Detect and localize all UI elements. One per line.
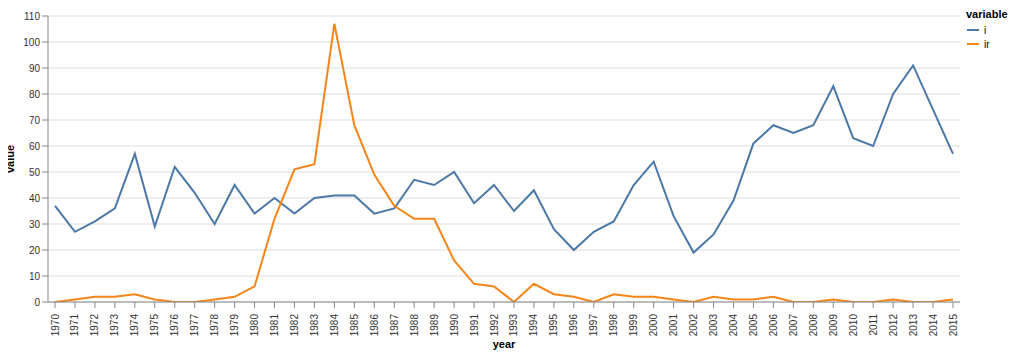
svg-text:2009: 2009 [828, 314, 839, 337]
svg-text:60: 60 [29, 141, 41, 152]
svg-text:10: 10 [29, 271, 41, 282]
svg-text:30: 30 [29, 219, 41, 230]
svg-text:2001: 2001 [668, 314, 679, 337]
svg-text:2003: 2003 [708, 314, 719, 337]
svg-text:90: 90 [29, 63, 41, 74]
svg-text:1972: 1972 [89, 314, 100, 337]
svg-text:2008: 2008 [808, 314, 819, 337]
svg-text:1997: 1997 [588, 314, 599, 337]
svg-text:2007: 2007 [788, 314, 799, 337]
svg-text:1979: 1979 [229, 314, 240, 337]
svg-text:1988: 1988 [409, 314, 420, 337]
svg-text:50: 50 [29, 167, 41, 178]
svg-text:2006: 2006 [768, 314, 779, 337]
svg-text:2005: 2005 [748, 314, 759, 337]
svg-text:1989: 1989 [429, 314, 440, 337]
svg-text:2012: 2012 [888, 314, 899, 337]
svg-text:1973: 1973 [109, 314, 120, 337]
svg-text:100: 100 [23, 37, 40, 48]
svg-text:1999: 1999 [628, 314, 639, 337]
svg-text:1980: 1980 [249, 314, 260, 337]
svg-text:2014: 2014 [928, 314, 939, 337]
svg-text:0: 0 [34, 297, 40, 308]
html-text:variable: variable [966, 8, 1008, 20]
svg-text:1975: 1975 [149, 314, 160, 337]
svg-text:2000: 2000 [648, 314, 659, 337]
svg-text:1991: 1991 [469, 314, 480, 337]
svg-text:1990: 1990 [449, 314, 460, 337]
svg-text:1998: 1998 [608, 314, 619, 337]
svg-text:1974: 1974 [129, 314, 140, 337]
svg-text:1986: 1986 [369, 314, 380, 337]
html-text:ir: ir [984, 38, 990, 50]
svg-text:1994: 1994 [528, 314, 539, 337]
svg-text:1984: 1984 [329, 314, 340, 337]
svg-text:1992: 1992 [489, 314, 500, 337]
svg-text:1978: 1978 [209, 314, 220, 337]
svg-text:1996: 1996 [568, 314, 579, 337]
svg-text:2002: 2002 [688, 314, 699, 337]
svg-text:1987: 1987 [389, 314, 400, 337]
svg-text:2011: 2011 [868, 314, 879, 336]
svg-text:2015: 2015 [948, 314, 959, 337]
svg-text:40: 40 [29, 193, 41, 204]
svg-text:year: year [493, 338, 516, 350]
svg-text:1995: 1995 [548, 314, 559, 337]
svg-text:70: 70 [29, 115, 41, 126]
svg-text:1982: 1982 [289, 314, 300, 337]
svg-text:1993: 1993 [508, 314, 519, 337]
svg-text:1971: 1971 [69, 314, 80, 337]
svg-text:1976: 1976 [169, 314, 180, 337]
svg-text:1981: 1981 [269, 314, 280, 337]
svg-text:2004: 2004 [728, 314, 739, 337]
svg-text:1985: 1985 [349, 314, 360, 337]
svg-text:value: value [8, 145, 16, 173]
svg-text:20: 20 [29, 245, 41, 256]
svg-text:1970: 1970 [50, 314, 61, 337]
svg-text:1977: 1977 [189, 314, 200, 337]
svg-text:1983: 1983 [309, 314, 320, 337]
svg-text:80: 80 [29, 89, 41, 100]
html-text:i: i [984, 24, 987, 36]
svg-text:2010: 2010 [848, 314, 859, 337]
svg-text:110: 110 [24, 11, 40, 22]
svg-text:2013: 2013 [908, 314, 919, 337]
